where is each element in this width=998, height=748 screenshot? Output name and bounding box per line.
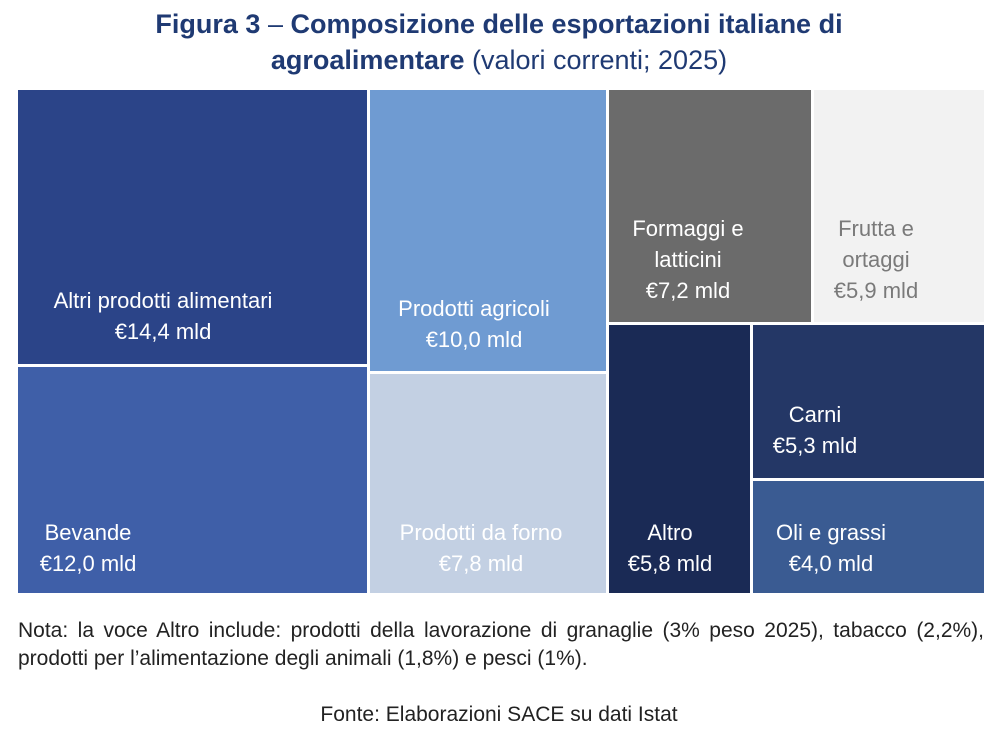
title-dash: – xyxy=(260,9,291,39)
treemap-label-formaggi-e-latticini: Formaggi e xyxy=(632,216,743,241)
treemap-label-frutta-e-ortaggi: Frutta e xyxy=(838,216,914,241)
treemap-label-bevande: Bevande xyxy=(45,520,132,545)
treemap-chart: Altri prodotti alimentari €14,4 mld Bevand… xyxy=(18,90,984,593)
treemap-value-bevande: €12,0 mld xyxy=(40,551,137,576)
treemap-value-altro: €5,8 mld xyxy=(628,551,712,576)
treemap-tile-oli-e-grassi xyxy=(753,481,984,593)
treemap-label-prodotti-agricoli: Prodotti agricoli xyxy=(398,296,550,321)
treemap-value-altri-prodotti-alimentari: €14,4 mld xyxy=(115,319,212,344)
chart-note: Nota: la voce Altro include: prodotti de… xyxy=(18,619,984,670)
treemap-label-altri-prodotti-alimentari: Altri prodotti alimentari xyxy=(54,288,273,313)
treemap-label-prodotti-da-forno: Prodotti da forno xyxy=(400,520,563,545)
title-figure-number: Figura 3 xyxy=(155,9,261,39)
treemap-tile-prodotti-da-forno xyxy=(370,374,606,593)
title-main-line2: agroalimentare xyxy=(270,45,465,75)
treemap-tile-altri-prodotti-alimentari xyxy=(18,90,367,364)
treemap-value-oli-e-grassi: €4,0 mld xyxy=(789,551,873,576)
treemap-value-prodotti-da-forno: €7,8 mld xyxy=(439,551,523,576)
treemap-value-carni: €5,3 mld xyxy=(773,433,857,458)
treemap-label-formaggi-e-latticini: latticini xyxy=(654,247,721,272)
treemap-tile-bevande xyxy=(18,367,367,593)
treemap-label-carni: Carni xyxy=(789,402,842,427)
treemap-value-frutta-e-ortaggi: €5,9 mld xyxy=(834,278,918,303)
title-subtitle: (valori correnti; 2025) xyxy=(464,45,728,75)
treemap-label-oli-e-grassi: Oli e grassi xyxy=(776,520,886,545)
treemap-tile-prodotti-agricoli xyxy=(370,90,606,371)
treemap-tile-frutta-e-ortaggi xyxy=(814,90,984,322)
treemap-tile-formaggi-e-latticini xyxy=(609,90,811,322)
treemap-tile-carni xyxy=(753,325,984,478)
treemap-tile-altro xyxy=(609,325,750,593)
chart-source: Fonte: Elaborazioni SACE su dati Istat xyxy=(320,703,678,726)
title-main-line1: Composizione delle esportazioni italiane… xyxy=(290,9,843,39)
treemap-label-frutta-e-ortaggi: ortaggi xyxy=(842,247,909,272)
treemap-value-formaggi-e-latticini: €7,2 mld xyxy=(646,278,730,303)
treemap-value-prodotti-agricoli: €10,0 mld xyxy=(426,327,523,352)
chart-title: Figura 3 – Composizione delle esportazio… xyxy=(0,6,998,78)
treemap-label-altro: Altro xyxy=(647,520,692,545)
